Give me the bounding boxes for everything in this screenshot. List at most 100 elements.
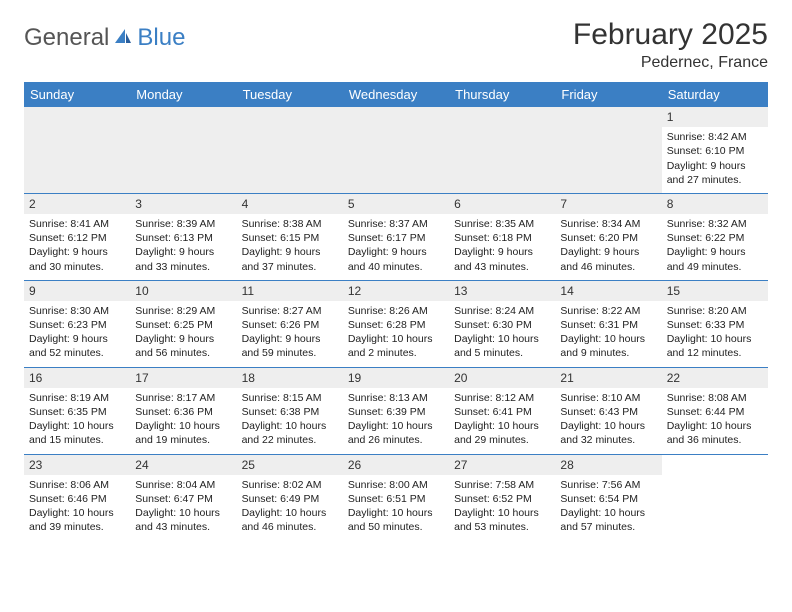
sunrise-text: Sunrise: 8:02 AM [242,478,338,492]
daylight-text: and 43 minutes. [454,260,550,274]
sunrise-text: Sunrise: 8:27 AM [242,304,338,318]
week-row: 16Sunrise: 8:19 AMSunset: 6:35 PMDayligh… [24,367,768,454]
sunrise-text: Sunrise: 8:24 AM [454,304,550,318]
week-row: 9Sunrise: 8:30 AMSunset: 6:23 PMDaylight… [24,280,768,367]
daylight-text: Daylight: 9 hours [242,332,338,346]
day-number: 1 [662,107,768,127]
logo-sail-icon [113,27,133,50]
sunset-text: Sunset: 6:20 PM [560,231,656,245]
day-cell: 20Sunrise: 8:12 AMSunset: 6:41 PMDayligh… [449,367,555,454]
day-number: 25 [237,455,343,475]
day-number: 21 [555,368,661,388]
daylight-text: and 59 minutes. [242,346,338,360]
sunrise-text: Sunrise: 8:32 AM [667,217,763,231]
daylight-text: and 46 minutes. [242,520,338,534]
sunset-text: Sunset: 6:31 PM [560,318,656,332]
daylight-text: and 12 minutes. [667,346,763,360]
daylight-text: and 27 minutes. [667,173,763,187]
day-cell: 8Sunrise: 8:32 AMSunset: 6:22 PMDaylight… [662,193,768,280]
sunrise-text: Sunrise: 8:37 AM [348,217,444,231]
day-number: 22 [662,368,768,388]
logo: General Blue [24,24,185,52]
daylight-text: Daylight: 10 hours [242,506,338,520]
day-cell: 28Sunrise: 7:56 AMSunset: 6:54 PMDayligh… [555,454,661,540]
day-cell: 22Sunrise: 8:08 AMSunset: 6:44 PMDayligh… [662,367,768,454]
sunset-text: Sunset: 6:46 PM [29,492,125,506]
daylight-text: and 53 minutes. [454,520,550,534]
day-number: 23 [24,455,130,475]
daylight-text: Daylight: 10 hours [29,419,125,433]
day-number: 20 [449,368,555,388]
day-cell: 16 Sunrise: 8:19 AMSunset: 6:35 PMDayligh… [24,367,130,454]
day-cell: 23Sunrise: 8:06 AMSunset: 6:46 PMDayligh… [24,454,130,540]
day-cell: 7Sunrise: 8:34 AMSunset: 6:20 PMDaylight… [555,193,661,280]
sunrise-text: Sunrise: 8:39 AM [135,217,231,231]
daylight-text: Daylight: 10 hours [135,506,231,520]
day-number: 16 [24,368,130,388]
day-header: Tuesday [237,82,343,107]
sunrise-text: Sunrise: 8:29 AM [135,304,231,318]
daylight-text: Daylight: 10 hours [29,506,125,520]
sunset-text: Sunset: 6:23 PM [29,318,125,332]
day-number: 4 [237,194,343,214]
day-cell: 13Sunrise: 8:24 AMSunset: 6:30 PMDayligh… [449,280,555,367]
day-cell: 12Sunrise: 8:26 AMSunset: 6:28 PMDayligh… [343,280,449,367]
day-cell [343,107,449,193]
daylight-text: Daylight: 9 hours [242,245,338,259]
day-cell: 9Sunrise: 8:30 AMSunset: 6:23 PMDaylight… [24,280,130,367]
day-number: 14 [555,281,661,301]
day-cell [662,454,768,540]
day-number: 12 [343,281,449,301]
sunset-text: Sunset: 6:43 PM [560,405,656,419]
day-header-row: Sunday Monday Tuesday Wednesday Thursday… [24,82,768,107]
sunset-text: Sunset: 6:26 PM [242,318,338,332]
daylight-text: Daylight: 9 hours [135,332,231,346]
day-number: 2 [24,194,130,214]
daylight-text: Daylight: 10 hours [454,506,550,520]
day-cell: 3Sunrise: 8:39 AMSunset: 6:13 PMDaylight… [130,193,236,280]
day-header: Wednesday [343,82,449,107]
daylight-text: Daylight: 9 hours [560,245,656,259]
daylight-text: Daylight: 10 hours [135,419,231,433]
day-cell: 18Sunrise: 8:15 AMSunset: 6:38 PMDayligh… [237,367,343,454]
sunset-text: Sunset: 6:35 PM [29,405,125,419]
sunrise-text: Sunrise: 8:38 AM [242,217,338,231]
title-block: February 2025 Pedernec, France [573,18,768,72]
daylight-text: and 46 minutes. [560,260,656,274]
day-header: Thursday [449,82,555,107]
daylight-text: Daylight: 9 hours [667,245,763,259]
day-cell: 21Sunrise: 8:10 AMSunset: 6:43 PMDayligh… [555,367,661,454]
sunrise-text: Sunrise: 8:17 AM [135,391,231,405]
calendar-table: Sunday Monday Tuesday Wednesday Thursday… [24,82,768,540]
sunset-text: Sunset: 6:18 PM [454,231,550,245]
day-cell: 19Sunrise: 8:13 AMSunset: 6:39 PMDayligh… [343,367,449,454]
daylight-text: and 36 minutes. [667,433,763,447]
day-number: 18 [237,368,343,388]
sunrise-text: Sunrise: 8:13 AM [348,391,444,405]
daylight-text: and 37 minutes. [242,260,338,274]
sunset-text: Sunset: 6:39 PM [348,405,444,419]
sunset-text: Sunset: 6:47 PM [135,492,231,506]
daylight-text: and 33 minutes. [135,260,231,274]
sunset-text: Sunset: 6:51 PM [348,492,444,506]
day-cell [555,107,661,193]
daylight-text: and 39 minutes. [29,520,125,534]
daylight-text: and 52 minutes. [29,346,125,360]
day-number: 5 [343,194,449,214]
day-number: 26 [343,455,449,475]
sunrise-text: Sunrise: 7:56 AM [560,478,656,492]
daylight-text: and 49 minutes. [667,260,763,274]
sunset-text: Sunset: 6:54 PM [560,492,656,506]
sunrise-text: Sunrise: 8:19 AM [29,391,125,405]
daylight-text: Daylight: 10 hours [348,419,444,433]
sunrise-text: Sunrise: 7:58 AM [454,478,550,492]
sunrise-text: Sunrise: 8:30 AM [29,304,125,318]
day-cell [24,107,130,193]
day-cell: 24Sunrise: 8:04 AMSunset: 6:47 PMDayligh… [130,454,236,540]
day-number: 28 [555,455,661,475]
daylight-text: Daylight: 9 hours [29,332,125,346]
week-row: 23Sunrise: 8:06 AMSunset: 6:46 PMDayligh… [24,454,768,540]
day-number: 8 [662,194,768,214]
daylight-text: and 56 minutes. [135,346,231,360]
day-cell: 26Sunrise: 8:00 AMSunset: 6:51 PMDayligh… [343,454,449,540]
